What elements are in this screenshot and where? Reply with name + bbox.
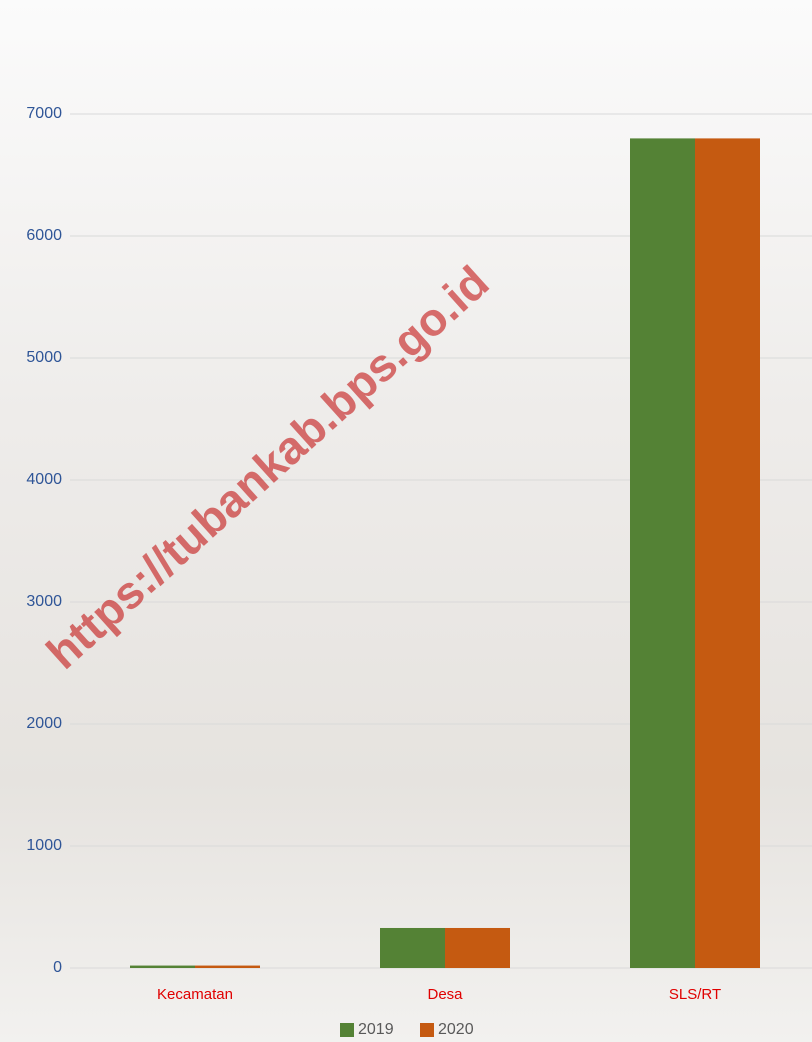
x-tick-label: Kecamatan bbox=[157, 986, 233, 1003]
bar bbox=[130, 966, 195, 968]
chart: 01000200030004000500060007000https://tub… bbox=[0, 0, 812, 1042]
bar bbox=[630, 138, 695, 968]
legend-swatch bbox=[420, 1023, 434, 1037]
legend-label: 2019 bbox=[358, 1021, 394, 1038]
y-tick-label: 0 bbox=[53, 959, 62, 976]
y-tick-label: 5000 bbox=[26, 349, 62, 366]
bar bbox=[445, 928, 510, 968]
page: 01000200030004000500060007000https://tub… bbox=[0, 0, 812, 1042]
y-tick-label: 6000 bbox=[26, 227, 62, 244]
x-tick-label: Desa bbox=[427, 986, 463, 1003]
bar bbox=[195, 966, 260, 968]
bar bbox=[380, 928, 445, 968]
y-tick-label: 3000 bbox=[26, 593, 62, 610]
legend-swatch bbox=[340, 1023, 354, 1037]
x-tick-label: SLS/RT bbox=[669, 986, 721, 1003]
legend-label: 2020 bbox=[438, 1021, 474, 1038]
y-tick-label: 7000 bbox=[26, 105, 62, 122]
y-tick-label: 1000 bbox=[26, 837, 62, 854]
bar bbox=[695, 138, 760, 968]
y-tick-label: 2000 bbox=[26, 715, 62, 732]
y-tick-label: 4000 bbox=[26, 471, 62, 488]
